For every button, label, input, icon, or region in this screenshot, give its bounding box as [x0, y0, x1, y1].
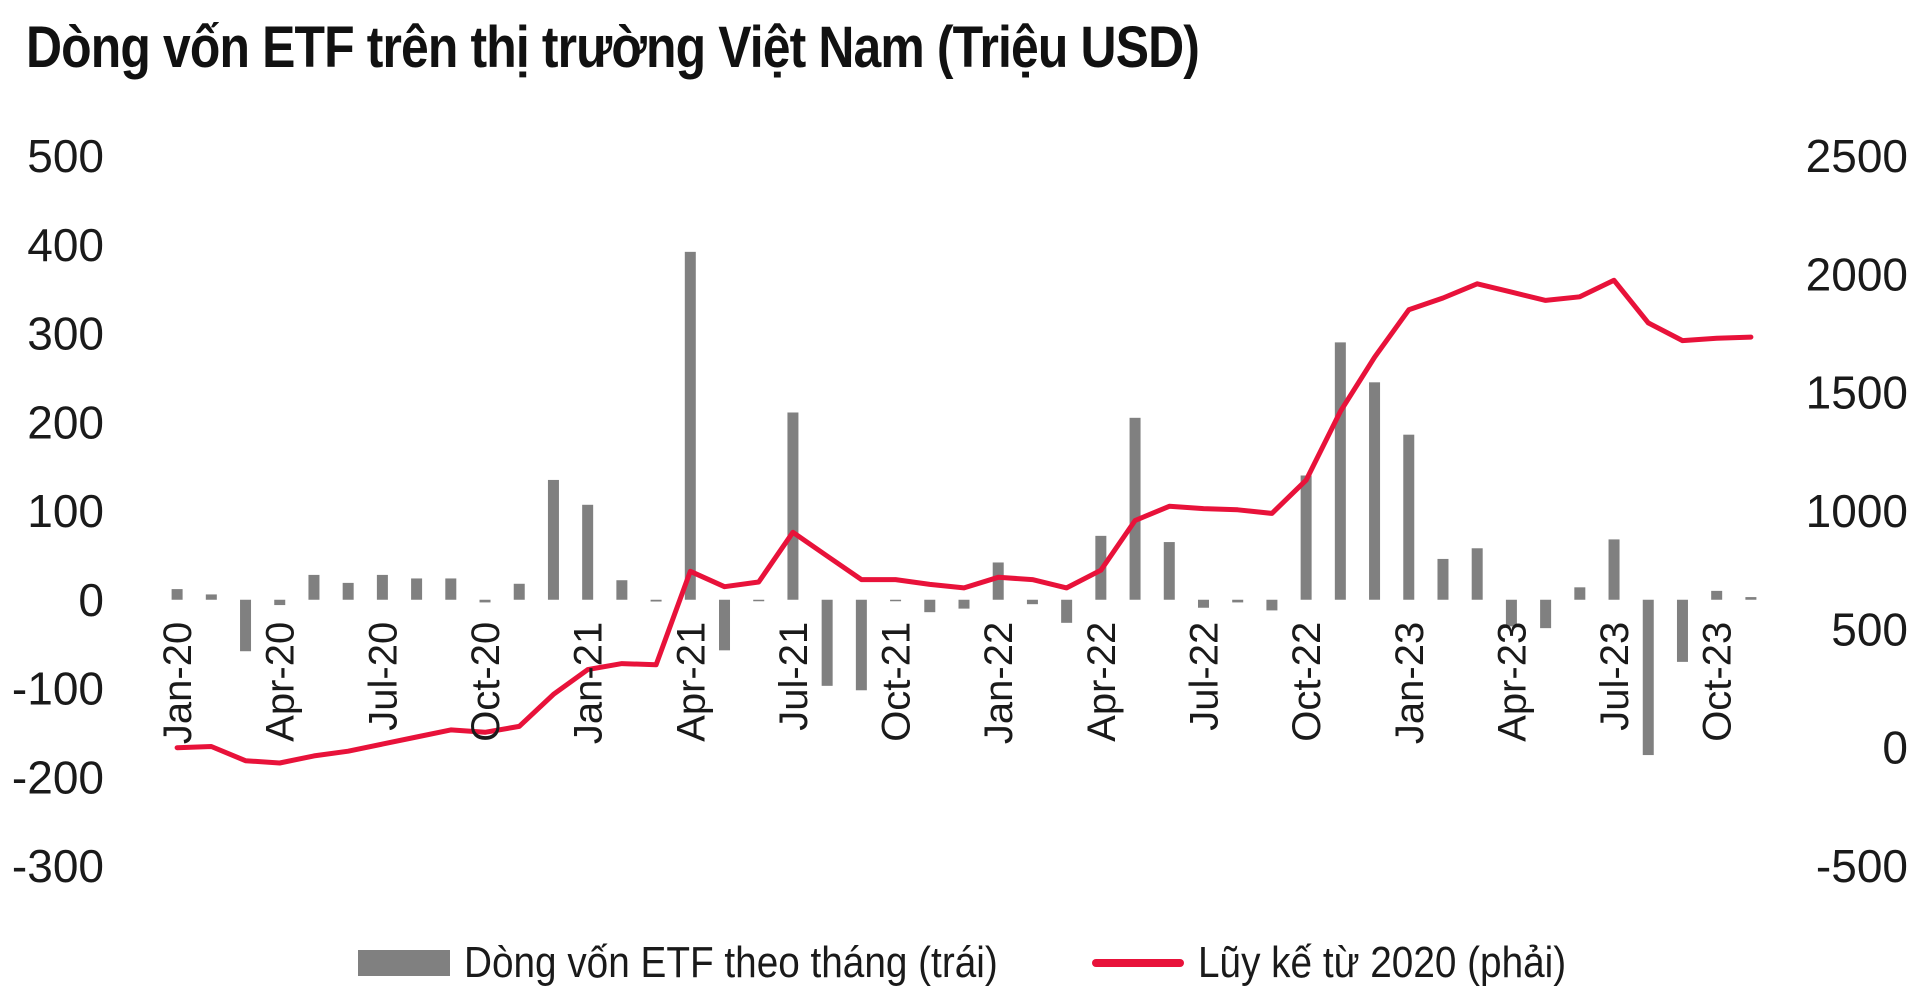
bar-Jun-22	[1163, 542, 1175, 600]
bar-Aug-20	[411, 578, 423, 600]
bar-Feb-21	[616, 580, 628, 600]
bar-Apr-21	[684, 251, 696, 600]
bar-Feb-23	[1437, 558, 1449, 600]
bar-Mar-20	[240, 599, 252, 652]
bar-Oct-22	[1300, 475, 1312, 600]
bar-May-23	[1540, 599, 1552, 629]
x-axis-tick-label: Jan-22	[977, 622, 1021, 744]
x-axis-tick-label: Jan-21	[567, 622, 611, 744]
bar-Jan-20	[171, 589, 183, 600]
x-axis-tick-label: Apr-21	[669, 622, 713, 742]
bar-Mar-23	[1471, 548, 1483, 600]
legend-item-bar: Dòng vốn ETF theo tháng (trái)	[358, 938, 1071, 988]
right-axis-tick-label: 500	[1831, 603, 1908, 655]
chart-title: Dòng vốn ETF trên thị trường Việt Nam (T…	[26, 15, 1200, 80]
x-axis-tick-label: Jan-20	[156, 622, 200, 744]
bar-Sep-22	[1266, 599, 1278, 611]
bar-Jan-22	[992, 562, 1004, 600]
bar-Jan-21	[582, 504, 594, 600]
bar-May-22	[1129, 417, 1141, 600]
bar-Nov-23	[1745, 597, 1757, 600]
bar-Jun-21	[753, 599, 765, 602]
bar-Jul-21	[787, 412, 799, 600]
bar-Mar-21	[650, 599, 662, 602]
right-axis-tick-label: -500	[1816, 840, 1908, 892]
x-axis-tick-label: Oct-23	[1696, 622, 1740, 742]
left-axis-tick-label: 300	[27, 308, 104, 360]
left-axis-tick-label: -300	[12, 840, 104, 892]
bar-Apr-23	[1505, 599, 1517, 627]
x-axis-tick-label: Apr-20	[259, 622, 303, 742]
bar-Jun-23	[1574, 587, 1586, 600]
left-axis-tick-label: 100	[27, 485, 104, 537]
left-axis-tick-label: 400	[27, 219, 104, 271]
left-axis-tick-label: -100	[12, 663, 104, 715]
x-axis-tick-label: Jul-20	[361, 622, 405, 731]
bar-Dec-20	[547, 479, 559, 600]
right-axis-tick-label: 2500	[1806, 130, 1908, 182]
x-axis-tick-label: Apr-22	[1080, 622, 1124, 742]
bar-Sep-20	[445, 578, 457, 600]
chart-legend: Dòng vốn ETF theo tháng (trái) Lũy kế từ…	[0, 938, 1920, 998]
bar-Mar-22	[1061, 599, 1073, 623]
x-axis-tick-label: Oct-22	[1285, 622, 1329, 742]
bar-Sep-23	[1676, 599, 1688, 662]
bar-Aug-23	[1642, 599, 1654, 756]
bar-Nov-21	[924, 599, 936, 613]
bar-Oct-21	[890, 599, 902, 602]
x-axis-tick-labels: Jan-20 Apr-20 Jul-20 Oct-20 Jan-21 Apr-21 Jul-…	[156, 622, 1740, 744]
legend-label-bar: Dòng vốn ETF theo tháng (trái)	[464, 938, 998, 987]
right-axis-tick-label: 1000	[1806, 485, 1908, 537]
x-axis-tick-label: Apr-23	[1490, 622, 1534, 742]
bar-series-monthly	[171, 251, 1757, 756]
bar-Dec-22	[1369, 382, 1381, 600]
bar-May-21	[719, 599, 731, 651]
right-axis-tick-label: 0	[1882, 722, 1908, 774]
right-axis-tick-label: 1500	[1806, 367, 1908, 419]
bar-Oct-20	[479, 599, 491, 603]
bar-Oct-23	[1711, 590, 1723, 600]
bar-Jul-22	[1197, 599, 1209, 608]
bar-Jul-23	[1608, 539, 1620, 600]
left-axis-tick-label: 0	[78, 574, 104, 626]
line-series-cumulative	[174, 277, 1754, 766]
legend-item-line: Lũy kế từ 2020 (phải)	[1092, 938, 1616, 988]
bar-Feb-22	[1026, 599, 1038, 605]
bar-Dec-21	[958, 599, 970, 609]
right-axis-tick-label: 2000	[1806, 248, 1908, 300]
bar-Nov-20	[513, 583, 525, 600]
x-axis-tick-label: Oct-21	[875, 622, 919, 742]
bar-Apr-20	[274, 599, 286, 606]
x-axis-tick-label: Jul-22	[1182, 622, 1226, 731]
left-axis-tick-labels: 500 400 300 200 100 0 -100 -200 -300	[12, 130, 104, 892]
bar-Jun-20	[342, 582, 354, 600]
bar-May-20	[308, 574, 320, 600]
left-axis-tick-label: 500	[27, 130, 104, 182]
legend-line-swatch	[1092, 959, 1184, 967]
x-axis-tick-label: Jan-23	[1388, 622, 1432, 744]
x-axis-tick-label: Jul-21	[772, 622, 816, 731]
left-axis-tick-label: -200	[12, 751, 104, 803]
bar-Nov-22	[1334, 342, 1346, 600]
x-axis-tick-label: Oct-20	[464, 622, 508, 742]
bar-Sep-21	[855, 599, 867, 691]
left-axis-tick-label: 200	[27, 396, 104, 448]
legend-bar-swatch	[358, 950, 450, 976]
bar-Aug-22	[1232, 599, 1244, 603]
bar-Feb-20	[205, 594, 217, 600]
legend-label-line: Lũy kế từ 2020 (phải)	[1198, 938, 1567, 987]
right-axis-tick-labels: 2500 2000 1500 1000 500 0 -500	[1806, 130, 1908, 892]
bar-Jul-20	[376, 574, 388, 600]
x-axis-tick-label: Jul-23	[1593, 622, 1637, 731]
bar-Jan-23	[1403, 434, 1415, 600]
bar-Aug-21	[821, 599, 833, 686]
